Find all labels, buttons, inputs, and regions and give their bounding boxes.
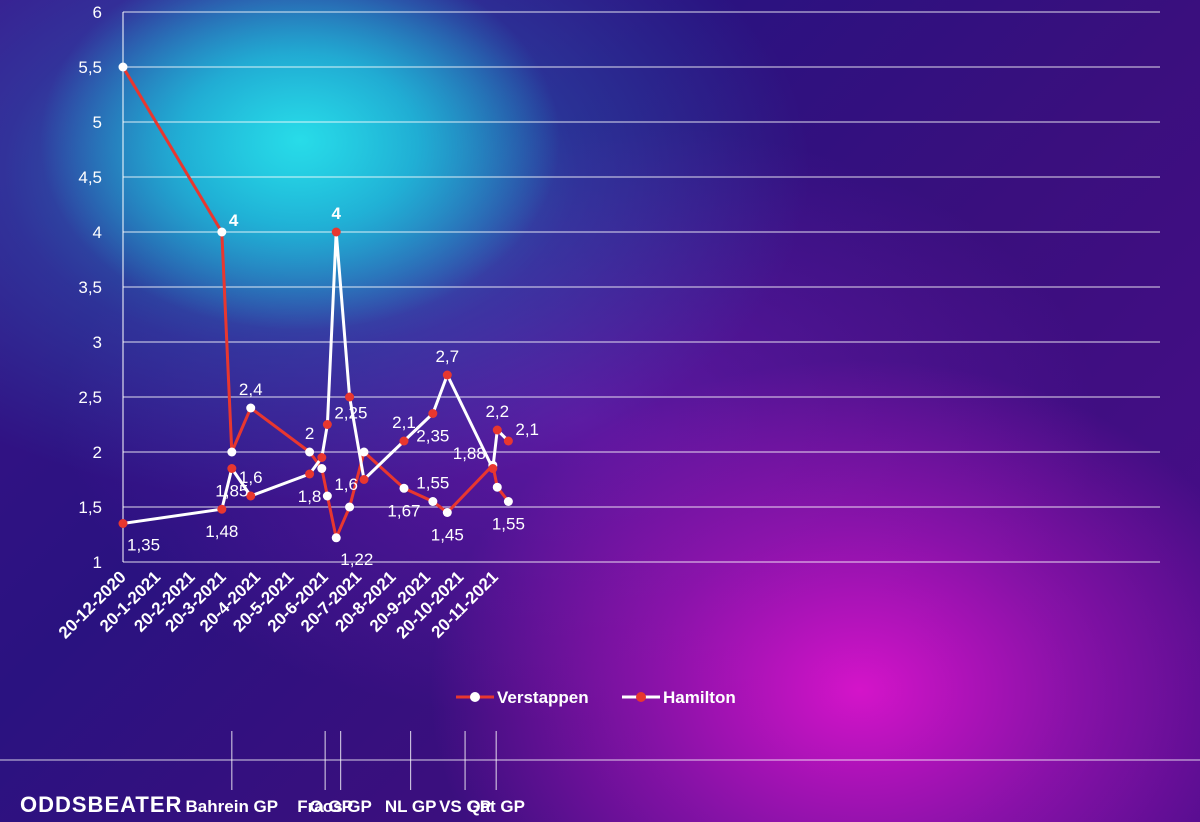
- data-point-hamilton: [359, 475, 369, 484]
- data-point-verstappen: [331, 533, 341, 543]
- data-label: 2: [305, 424, 314, 443]
- y-tick-label: 5: [93, 113, 102, 132]
- data-label: 1,48: [205, 522, 238, 541]
- data-label: 2,7: [435, 347, 459, 366]
- data-point-verstappen: [503, 497, 513, 506]
- event-label: VS GP: [439, 797, 491, 816]
- data-point-hamilton: [488, 464, 498, 473]
- data-label: 1,55: [416, 474, 449, 493]
- data-point-verstappen: [227, 447, 237, 457]
- data-point-hamilton: [246, 491, 256, 501]
- data-point-verstappen: [305, 447, 315, 457]
- event-label: NL GP: [385, 797, 437, 816]
- data-point-verstappen: [322, 491, 332, 501]
- data-label: 2,2: [485, 402, 509, 421]
- y-tick-label: 4,5: [78, 168, 102, 187]
- data-label: 1,6: [239, 468, 263, 487]
- y-tick-label: 6: [93, 3, 102, 22]
- data-point-verstappen: [492, 482, 502, 492]
- y-tick-labels: 1 1,5 2 2,5 3 3,5 4 4,5 5 5,5 6: [78, 3, 102, 572]
- legend-label-hamilton: Hamilton: [663, 688, 736, 707]
- data-point-hamilton: [399, 436, 409, 446]
- series-points: [118, 62, 513, 543]
- data-point-hamilton: [322, 420, 332, 429]
- data-label: 1,8: [298, 487, 322, 506]
- data-point-verstappen: [399, 483, 409, 493]
- data-point-hamilton: [118, 519, 128, 528]
- data-point-hamilton: [217, 504, 227, 514]
- legend-label-verstappen: Verstappen: [497, 688, 589, 707]
- y-tick-label: 2: [93, 443, 102, 462]
- data-point-hamilton: [305, 469, 315, 479]
- data-point-hamilton: [428, 409, 438, 418]
- event-label: Bahrein GP: [186, 797, 279, 816]
- data-point-hamilton: [227, 464, 237, 473]
- series-line-verstappen: [121, 65, 510, 540]
- brand-logo-text: ODDSBEATER: [20, 792, 182, 817]
- data-label: 1,6: [334, 475, 358, 494]
- data-label: 2,1: [515, 420, 539, 439]
- event-label: Oos GP: [309, 797, 371, 816]
- data-point-verstappen: [217, 227, 227, 237]
- data-label: 4: [332, 204, 342, 223]
- data-point-verstappen: [317, 464, 327, 473]
- data-point-verstappen: [428, 497, 438, 506]
- data-label: 2,4: [239, 380, 263, 399]
- data-label: 1,88: [453, 444, 486, 463]
- event-label: Qat GP: [467, 797, 525, 816]
- data-point-hamilton: [317, 453, 327, 462]
- data-labels: 1,35 4 1,48 1,85 2,4 1,6 2 1,8 2,25 1,6 4 1,22 2,1 1,…: [127, 204, 539, 569]
- y-tick-label: 3,5: [78, 278, 102, 297]
- legend: Verstappen Hamilton: [456, 688, 736, 707]
- data-label: 1,67: [387, 501, 420, 520]
- data-label: 2,25: [334, 404, 367, 423]
- event-label: Fra GP: [297, 797, 353, 816]
- x-tick-labels: 20-12-202020-1-202120-2-202120-3-202120-…: [55, 567, 502, 642]
- y-tick-label: 5,5: [78, 58, 102, 77]
- data-label: 2,1: [392, 413, 416, 432]
- y-tick-label: 2,5: [78, 388, 102, 407]
- y-tick-label: 4: [93, 223, 102, 242]
- data-point-verstappen: [118, 62, 128, 72]
- data-point-verstappen: [345, 502, 355, 512]
- y-tick-label: 1,5: [78, 498, 102, 517]
- y-tick-label: 1: [93, 553, 102, 572]
- y-tick-label: 3: [93, 333, 102, 352]
- data-label: 1,22: [340, 550, 373, 569]
- data-point-verstappen: [359, 447, 369, 457]
- data-point-hamilton: [345, 392, 355, 402]
- data-label: 1,85: [215, 482, 248, 501]
- data-point-hamilton: [331, 227, 341, 237]
- data-label: 4: [229, 211, 239, 230]
- data-label: 1,55: [492, 515, 525, 534]
- data-point-hamilton: [442, 370, 452, 380]
- grid-lines: [123, 11, 1160, 563]
- data-point-hamilton: [492, 425, 502, 435]
- data-point-hamilton: [503, 436, 513, 446]
- data-point-verstappen: [442, 508, 452, 517]
- legend-marker-verstappen: [470, 692, 480, 702]
- legend-marker-hamilton: [636, 692, 646, 702]
- data-label: 1,45: [431, 526, 464, 545]
- series-line-hamilton: [121, 230, 510, 525]
- data-label: 2,35: [416, 427, 449, 446]
- data-point-verstappen: [246, 403, 256, 413]
- data-label: 1,35: [127, 536, 160, 555]
- series-lines: [121, 65, 510, 540]
